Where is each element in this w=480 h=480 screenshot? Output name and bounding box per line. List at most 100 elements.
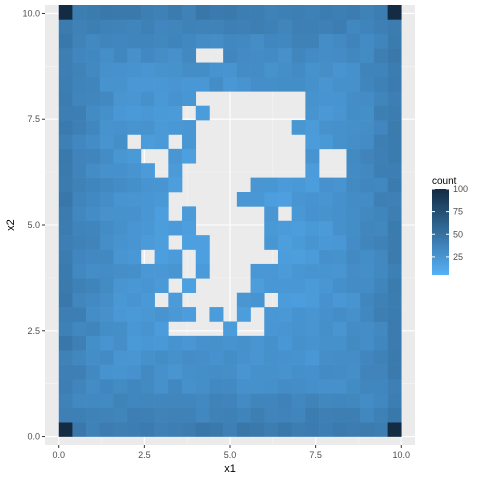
heatmap-tile [332,76,347,92]
heatmap-tile [346,364,361,380]
heatmap-tile [277,422,292,437]
heatmap-tile [168,263,183,279]
heatmap-tile [373,76,388,92]
heatmap-tile [127,33,142,49]
heatmap-tile [291,422,306,437]
heatmap-tile [277,278,292,293]
heatmap-tile [264,263,279,279]
heatmap-tile [264,5,279,20]
heatmap-tile [387,62,402,78]
heatmap-tile [72,321,87,337]
heatmap-tile [319,206,334,222]
heatmap-tile [319,307,334,322]
legend-title: count [432,176,457,187]
heatmap-tile [332,220,347,236]
heatmap-tile [72,91,87,106]
heatmap-tile [387,192,402,207]
heatmap-tile [250,48,265,63]
heatmap-tile [332,393,347,409]
heatmap-tile [113,263,128,279]
heatmap-tile [140,33,155,49]
heatmap-tile [86,379,101,394]
heatmap-tile [58,206,73,222]
x-tick-label: 10.0 [393,450,411,460]
heatmap-tile [346,163,361,178]
heatmap-tile [72,76,87,92]
heatmap-tile [86,192,101,207]
heatmap-tile [99,278,114,293]
heatmap-tile [236,422,251,437]
heatmap-tile [99,48,114,63]
heatmap-tile [113,307,128,322]
heatmap-tile [99,62,114,78]
heatmap-tile [387,33,402,49]
heatmap-tile [127,335,142,351]
heatmap-tile [236,19,251,35]
heatmap-tile [291,235,306,250]
heatmap-tile [305,105,320,121]
heatmap-tile [319,120,334,135]
heatmap-tile [223,76,238,92]
heatmap-tile [58,192,73,207]
heatmap-tile [127,120,142,135]
heatmap-tile [168,19,183,35]
heatmap-tile [373,407,388,423]
heatmap-tile [373,91,388,106]
y-tick-label: 7.5 [27,114,40,124]
heatmap-tile [277,249,292,265]
heatmap-tile [305,350,320,365]
heatmap-tile [360,163,375,178]
heatmap-tile [72,48,87,63]
heatmap-tile [223,407,238,423]
heatmap-tile [305,422,320,437]
heatmap-tile [72,163,87,178]
heatmap-tile [236,5,251,20]
heatmap-tile [250,33,265,49]
heatmap-tile [154,62,169,78]
heatmap-tile [113,350,128,365]
heatmap-tile [332,5,347,20]
heatmap-tile [332,249,347,265]
heatmap-tile [332,364,347,380]
heatmap-tile [127,19,142,35]
heatmap-tile [168,393,183,409]
heatmap-tile [387,335,402,351]
heatmap-tile [154,335,169,351]
heatmap-tile [140,192,155,207]
heatmap-tile [305,292,320,308]
heatmap-tile [113,422,128,437]
heatmap-tile [168,33,183,49]
heatmap-tile [195,364,210,380]
heatmap-tile [236,307,251,322]
y-tick-label: 5.0 [27,220,40,230]
heatmap-tile [319,407,334,423]
heatmap-tile [360,192,375,207]
heatmap-tile [127,76,142,92]
heatmap-tile [346,292,361,308]
heatmap-tile [99,350,114,365]
heatmap-tile [373,235,388,250]
heatmap-tile [72,292,87,308]
heatmap-tile [99,105,114,121]
heatmap-tile [182,220,197,236]
heatmap-tile [140,134,155,150]
heatmap-tile [58,163,73,178]
heatmap-tile [387,76,402,92]
heatmap-tile [195,350,210,365]
heatmap-tile [127,5,142,20]
heatmap-tile [319,177,334,193]
heatmap-tile [58,5,73,20]
heatmap-tile [113,62,128,78]
heatmap-tile [58,134,73,150]
heatmap-tile [127,263,142,279]
heatmap-tile [72,364,87,380]
heatmap-tile [223,321,238,337]
heatmap-tile [360,249,375,265]
heatmap-tile [319,76,334,92]
heatmap-tile [58,105,73,121]
heatmap-tile [250,407,265,423]
heatmap-tile [58,364,73,380]
heatmap-tile [154,278,169,293]
heatmap-tile [195,379,210,394]
